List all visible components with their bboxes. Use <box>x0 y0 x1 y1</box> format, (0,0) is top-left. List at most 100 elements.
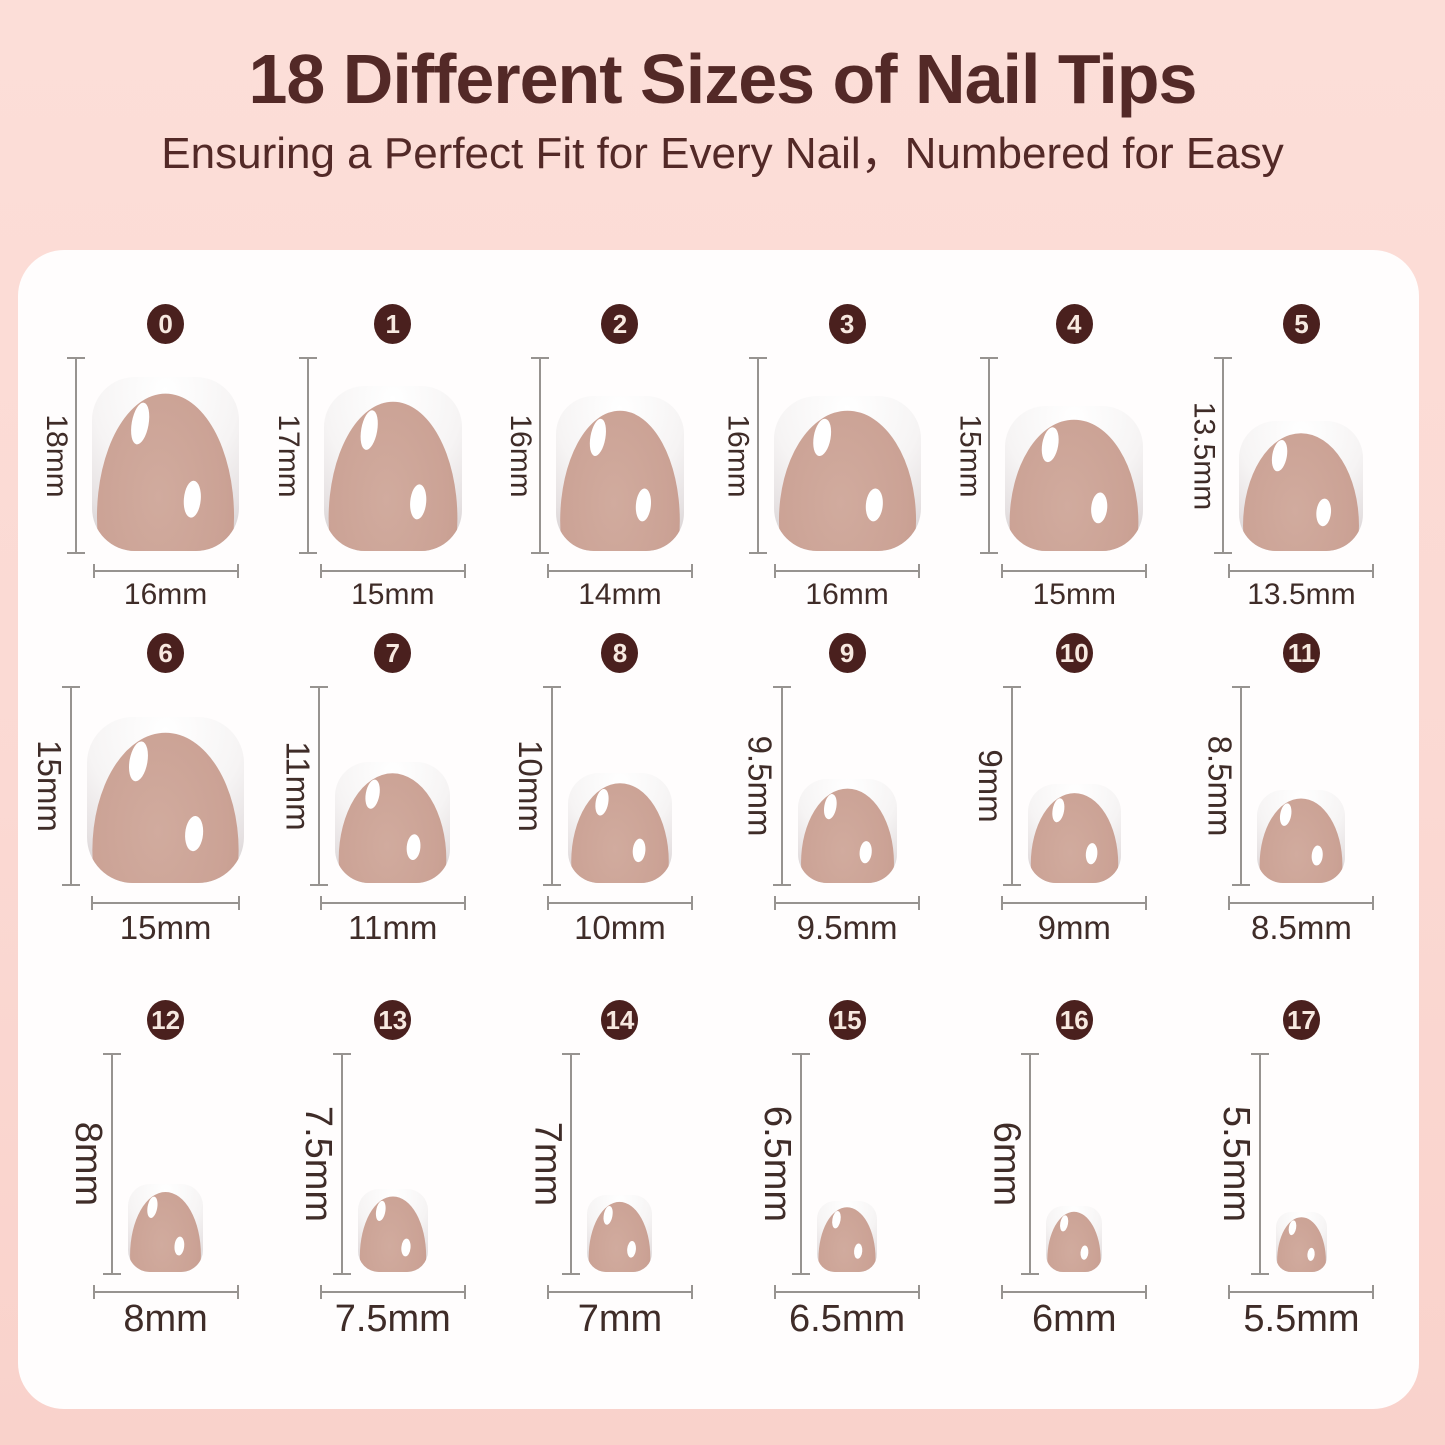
width-measure-line <box>774 896 921 910</box>
size-number-badge: 11 <box>1282 633 1320 673</box>
nail-size-card: 4 15mm 15mm <box>953 304 1188 611</box>
height-measure-line <box>562 1053 581 1276</box>
height-measure-line <box>1214 357 1233 554</box>
width-measure-line <box>1001 1285 1148 1300</box>
size-number-badge: 2 <box>601 304 639 344</box>
height-measure-line <box>1021 1053 1040 1276</box>
width-label: 15mm <box>1032 578 1116 611</box>
height-measure-line <box>792 1053 811 1276</box>
width-measure-line <box>546 564 693 578</box>
height-label: 13.5mm <box>1187 401 1221 510</box>
nail-tip-image <box>797 778 898 884</box>
size-number-badge: 3 <box>828 304 866 344</box>
nail-tip-image <box>555 395 685 552</box>
nail-size-card: 5 13.5mm 13.5mm <box>1187 304 1415 611</box>
width-measure-line <box>774 564 921 578</box>
width-label: 16mm <box>805 578 889 611</box>
nail-size-card: 3 16mm 16mm <box>722 304 961 611</box>
width-measure-line <box>1228 1285 1375 1300</box>
width-measure-line <box>546 1285 693 1300</box>
nail-size-card: 14 7mm 7mm <box>506 1000 733 1341</box>
width-label: 13.5mm <box>1247 578 1356 611</box>
nail-size-card: 17 5.5mm 5.5mm <box>1188 1000 1415 1341</box>
nail-tip-image <box>323 385 463 552</box>
width-measure-line <box>319 564 466 578</box>
measure-area: 5.5mm <box>1215 1053 1328 1276</box>
width-label: 14mm <box>578 578 662 611</box>
nail-tip-image <box>773 395 922 552</box>
measure-area: 8mm <box>67 1053 204 1276</box>
width-label: 8mm <box>123 1298 208 1341</box>
nail-tip-image <box>127 1183 204 1273</box>
width-measure-line <box>774 1285 921 1300</box>
width-measure-line <box>1001 896 1148 910</box>
measure-area: 6mm <box>985 1053 1103 1276</box>
size-guide-panel: 0 18mm 16mm 1 17mm 15mm 2 16mm 14mm 3 16… <box>18 250 1419 1409</box>
nail-tip-image <box>1275 1211 1328 1273</box>
height-label: 15mm <box>31 740 69 832</box>
measure-area: 9.5mm <box>742 686 898 886</box>
height-label: 16mm <box>503 413 537 498</box>
height-measure-line <box>67 357 86 554</box>
height-label: 10mm <box>511 740 549 832</box>
width-label: 9.5mm <box>796 909 898 946</box>
nail-size-card: 16 6mm 6mm <box>961 1000 1188 1341</box>
height-label: 15mm <box>953 413 987 498</box>
width-label: 7mm <box>577 1298 663 1341</box>
nail-size-card: 9 9.5mm 9.5mm <box>734 633 961 946</box>
nail-tip-image <box>91 376 240 552</box>
nail-row-2: 6 15mm 15mm 7 11mm 11mm 8 10mm 10mm 9 9.… <box>31 633 1415 946</box>
nail-tip-image <box>1256 789 1346 884</box>
size-number-badge: 0 <box>147 304 185 344</box>
width-measure-line <box>1228 896 1375 910</box>
width-label: 7.5mm <box>334 1298 451 1341</box>
measure-area: 7.5mm <box>297 1053 429 1276</box>
height-label: 16mm <box>721 413 755 498</box>
width-label: 15mm <box>119 909 212 946</box>
nail-size-card: 11 8.5mm 8.5mm <box>1188 633 1415 946</box>
width-measure-line <box>91 896 241 910</box>
height-measure-line <box>748 357 767 554</box>
size-number-badge: 4 <box>1055 304 1093 344</box>
height-measure-line <box>980 357 999 554</box>
height-measure-line <box>1232 686 1251 886</box>
nail-row-3: 12 8mm 8mm 13 7.5mm 7.5mm 14 7mm 7mm 15 … <box>52 1000 1415 1341</box>
height-label: 6.5mm <box>756 1106 799 1223</box>
width-measure-line <box>319 1285 466 1300</box>
height-measure-line <box>1250 1053 1269 1276</box>
nail-size-card: 8 10mm 10mm <box>506 633 733 946</box>
size-number-badge: 6 <box>147 633 185 673</box>
height-measure-line <box>530 357 549 554</box>
height-label: 7.5mm <box>296 1106 339 1223</box>
height-measure-line <box>298 357 317 554</box>
height-label: 8mm <box>67 1122 110 1207</box>
measure-area: 18mm <box>40 357 240 554</box>
nail-size-card: 2 16mm 14mm <box>504 304 733 611</box>
width-label: 9mm <box>1037 909 1111 946</box>
width-measure-line <box>1228 564 1375 578</box>
size-number-badge: 10 <box>1055 633 1093 673</box>
size-number-badge: 9 <box>828 633 866 673</box>
height-measure-line <box>103 1053 122 1276</box>
size-number-badge: 7 <box>374 633 412 673</box>
measure-area: 10mm <box>512 686 673 886</box>
height-label: 9.5mm <box>741 735 779 837</box>
height-measure-line <box>1002 686 1021 886</box>
height-measure-line <box>332 1053 351 1276</box>
nail-tip-image <box>567 772 673 884</box>
size-number-badge: 17 <box>1282 1000 1320 1041</box>
width-label: 11mm <box>348 909 438 946</box>
nail-size-card: 6 15mm 15mm <box>31 633 279 946</box>
width-label: 6mm <box>1032 1298 1117 1341</box>
measure-area: 6.5mm <box>756 1053 878 1276</box>
height-label: 5.5mm <box>1214 1106 1257 1223</box>
height-label: 8.5mm <box>1201 735 1239 837</box>
height-measure-line <box>62 686 81 886</box>
height-label: 18mm <box>40 413 74 498</box>
height-label: 6mm <box>985 1122 1028 1207</box>
size-number-badge: 1 <box>374 304 412 344</box>
nail-size-card: 0 18mm 16mm <box>40 304 279 611</box>
nail-tip-image <box>86 716 245 884</box>
measure-area: 16mm <box>504 357 685 554</box>
